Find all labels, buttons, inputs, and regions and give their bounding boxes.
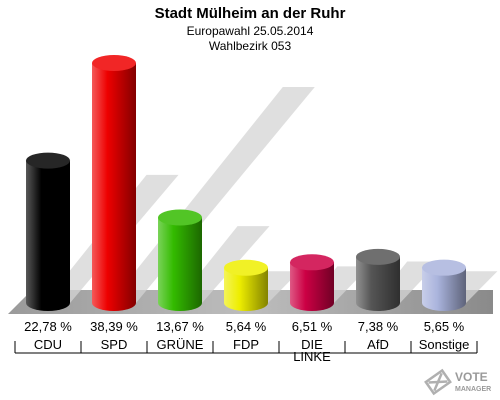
bars [26,55,466,311]
bar-sonstige [422,259,466,311]
bar-top [290,254,334,271]
bar-die-linke [290,254,334,311]
bar-top [158,209,202,226]
bar-body [158,217,202,311]
bar-body [92,63,136,311]
category-axis [14,341,478,354]
value-label-gr-ne: 13,67 % [156,319,204,334]
chart-district: Wahlbezirk 053 [209,39,292,53]
value-label-cdu: 22,78 % [24,319,72,334]
value-label-sonstige: 5,65 % [424,319,465,334]
bar-top [26,152,70,169]
bar-top [224,259,268,276]
value-label-fdp: 5,64 % [226,319,267,334]
logo-check-icon [424,368,452,396]
value-label-die-linke: 6,51 % [292,319,333,334]
value-label-afd: 7,38 % [358,319,399,334]
bar-body [26,160,70,311]
bar-body [356,256,400,311]
bar-top [422,259,466,276]
value-labels: 22,78 % 38,39 % 13,67 % 5,64 % 6,51 % 7,38 % 5… [24,319,465,334]
category-label-gr-ne: GRÜNE [157,337,204,352]
vote-manager-logo: VOTE MANAGER [424,368,491,396]
category-label-cdu: CDU [34,337,62,352]
bar-afd [356,248,400,311]
bar-body [422,267,466,311]
category-label-afd: AfD [367,337,389,352]
category-label-sonstige: Sonstige [419,337,470,352]
chart-title: Stadt Mülheim an der Ruhr [155,5,346,22]
category-label-spd: SPD [101,337,128,352]
bar-body [290,262,334,311]
chart-subtitle: Europawahl 25.05.2014 [187,24,314,38]
bar-body [224,267,268,311]
bar-top [92,55,136,71]
logo-text-vote: VOTE [455,370,488,384]
bar-top [356,248,400,265]
value-label-spd: 38,39 % [90,319,138,334]
category-label-fdp: FDP [233,337,259,352]
bar-gr-ne [158,209,202,311]
bar-fdp [224,259,268,311]
bar-spd [92,55,136,311]
bar-cdu [26,152,70,311]
category-label-die-linke: LINKE [293,349,331,364]
logo-text-manager: MANAGER [455,386,491,393]
category-label-die-linke: DIE [301,337,323,352]
